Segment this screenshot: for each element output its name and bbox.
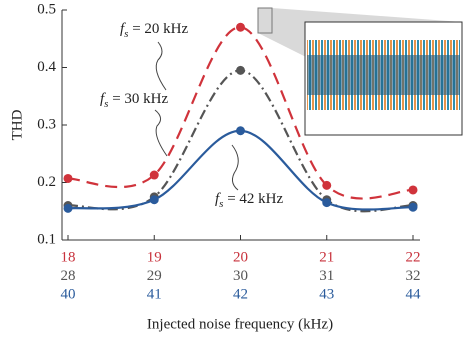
y-axis-label: THD [9,109,25,140]
x-tick-label: 18 [61,249,76,265]
leader-line [232,145,238,190]
series-label: fs = 30 kHz [100,91,168,109]
data-point [322,181,331,190]
y-tick-label: 0.2 [37,174,56,190]
x-tick-label: 31 [319,268,334,284]
x-tick-label: 42 [233,286,248,302]
x-tick-label: 28 [61,268,76,284]
data-point [409,203,418,212]
series-label: fs = 42 kHz [215,191,283,209]
leader-line [155,110,167,156]
data-point [64,204,73,213]
x-tick-label: 20 [233,249,248,265]
x-tick-label: 22 [406,249,421,265]
x-tick-label: 40 [61,286,76,302]
chart: THD Injected noise frequency (kHz) 0.1 0.… [0,0,468,342]
series-label-part: = 20 kHz [128,21,188,37]
series-label-part: = 42 kHz [223,191,283,207]
data-point [409,185,418,194]
series-label-part: = 30 kHz [108,91,168,107]
y-tick-label: 0.5 [37,1,56,17]
data-point [236,23,245,32]
data-point [150,195,159,204]
data-point [322,198,331,207]
y-tick-label: 0.4 [37,59,56,75]
x-tick-label: 21 [319,249,334,265]
x-tick-label: 41 [147,286,162,302]
data-point [150,171,159,180]
x-tick-label: 29 [147,268,162,284]
inset-waveform-core [307,55,460,95]
x-tick-label: 19 [147,249,162,265]
x-axis-label: Injected noise frequency (kHz) [147,316,333,332]
leader-line [156,42,166,90]
inset [305,22,462,135]
x-tick-label: 44 [406,286,422,302]
x-tick-label: 32 [406,268,421,284]
data-point [64,174,73,183]
data-point [236,126,245,135]
data-point [236,66,245,75]
x-tick-label: 43 [319,286,334,302]
y-tick-label: 0.3 [37,116,56,132]
series-label: fs = 20 kHz [120,21,188,39]
y-tick-label: 0.1 [37,231,56,247]
x-tick-label: 30 [233,268,248,284]
